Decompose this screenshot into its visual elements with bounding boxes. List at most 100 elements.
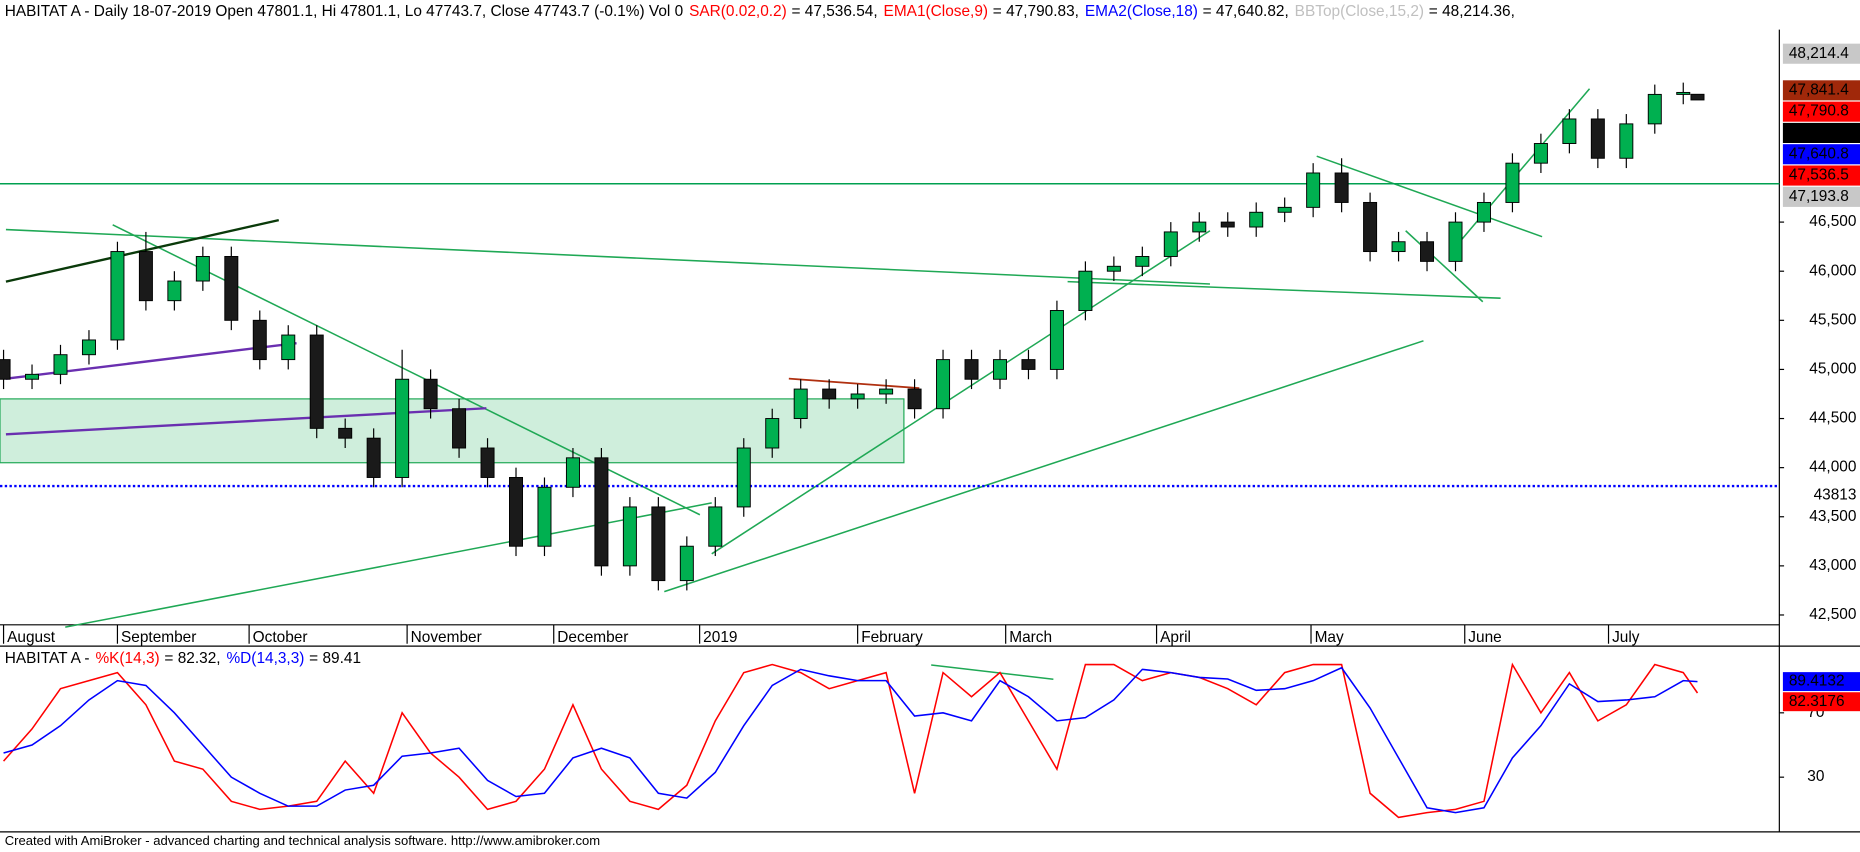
candle-body <box>338 427 353 439</box>
x-tick-label: December <box>557 629 628 646</box>
value-marker <box>1782 692 1860 712</box>
candle-body <box>1562 118 1577 144</box>
candle-body <box>1049 310 1064 370</box>
candle-body <box>964 359 979 380</box>
candle-body <box>1277 206 1292 213</box>
x-tick-label: October <box>253 629 308 646</box>
candle-body <box>395 378 410 478</box>
price-marker <box>1782 101 1860 122</box>
candle-body <box>1106 265 1121 272</box>
legend-text: = 47,640.82, <box>1203 3 1289 20</box>
x-tick-label: April <box>1160 629 1191 646</box>
candle-body <box>1135 255 1150 267</box>
candle-body <box>0 359 11 380</box>
candle-body <box>708 506 723 547</box>
legend: HABITAT A - %K(14,3) = 82.32, %D(14,3,3) = 8… <box>5 650 361 667</box>
price-marker <box>1782 165 1860 186</box>
candle-body <box>679 545 694 582</box>
y-tick-label: 42,500 <box>1809 606 1856 623</box>
x-tick-label: 2019 <box>703 629 737 646</box>
legend-text: = 47,536.54, <box>792 3 878 20</box>
candle-body <box>907 388 922 410</box>
candle-body <box>509 476 524 547</box>
price-marker-label: 48,214.4 <box>1789 45 1849 62</box>
series-line <box>3 666 1698 814</box>
trendline <box>5 228 1210 285</box>
price-marker <box>1782 186 1860 207</box>
candle-body <box>1590 118 1605 159</box>
x-tick-label: June <box>1468 629 1501 646</box>
legend-text: = 48,214.36, <box>1429 3 1515 20</box>
x-tick-label: July <box>1612 629 1640 646</box>
candle-body <box>936 359 951 410</box>
value-marker-label: 89.4132 <box>1789 673 1845 690</box>
trendline <box>5 218 280 283</box>
candle-body <box>992 359 1007 380</box>
trendline <box>1405 230 1484 303</box>
candle-body <box>480 447 495 478</box>
x-tick-label: November <box>411 629 482 646</box>
y-tick-label: 44,500 <box>1809 410 1856 427</box>
candle-body <box>138 251 153 302</box>
candle-body <box>793 388 808 420</box>
candle-body <box>1163 231 1178 257</box>
value-marker-label: 82.3176 <box>1789 693 1845 710</box>
candle-body <box>423 378 438 410</box>
candle-body <box>281 334 296 361</box>
price-marker <box>1782 80 1860 101</box>
legend-text: SAR(0.02,0.2) <box>689 3 787 20</box>
candle-body <box>25 373 40 380</box>
y-tick-label: 45,500 <box>1809 311 1856 328</box>
price-marker-label: 47,790.8 <box>1789 103 1849 120</box>
x-tick-label: May <box>1315 629 1344 646</box>
trendline <box>664 340 1424 593</box>
y-tick-label: 43,000 <box>1809 557 1856 574</box>
price-marker-label: 47,743.7 <box>1789 124 1849 141</box>
legend-text: EMA2(Close,18) <box>1085 3 1198 20</box>
value-marker <box>1782 672 1860 692</box>
candle-body <box>879 388 894 395</box>
legend-text: = 82.32, <box>164 650 220 667</box>
x-tick-label: September <box>121 629 196 646</box>
y-tick-label: 43,500 <box>1809 508 1856 525</box>
legend-text: HABITAT A - <box>5 650 90 667</box>
price-marker-label: 47,536.5 <box>1789 167 1849 184</box>
legend-text: HABITAT A - Daily 18-07-2019 Open 47801.… <box>5 3 683 20</box>
legend-text: EMA1(Close,9) <box>884 3 988 20</box>
candle-body <box>452 408 467 449</box>
candle-body <box>53 354 68 375</box>
candle-body <box>1420 241 1435 262</box>
candle-body <box>1249 211 1264 228</box>
price-marker-label: 47,640.8 <box>1789 145 1849 162</box>
price-marker <box>1782 43 1860 64</box>
candle-body <box>1306 172 1321 208</box>
candle-body <box>1448 221 1463 262</box>
line-label: 43813 <box>1814 487 1857 504</box>
candle-body <box>1391 241 1406 253</box>
candle-body <box>651 506 666 582</box>
y-tick-label: 45,000 <box>1809 360 1856 377</box>
candle-body <box>1476 201 1491 223</box>
candle-body <box>1647 93 1662 125</box>
trendline <box>1067 280 1501 299</box>
legend-text: %K(14,3) <box>95 650 159 667</box>
trendline <box>788 377 920 390</box>
candle-body <box>822 388 837 400</box>
candle-body <box>252 319 267 361</box>
legend-text: = 47,790.83, <box>993 3 1079 20</box>
trendline <box>1316 155 1543 238</box>
candle-body <box>1220 221 1235 228</box>
footer: Created with AmiBroker - advanced charti… <box>5 833 600 848</box>
candle-body <box>167 280 182 302</box>
candle-body <box>622 506 637 567</box>
candle-body <box>594 457 609 567</box>
candle-body <box>1676 91 1691 95</box>
candle-body <box>1334 172 1349 203</box>
y-tick-label: 46,000 <box>1809 262 1856 279</box>
candle-body <box>1078 270 1093 311</box>
candle-body <box>110 251 125 341</box>
candle-body <box>195 255 210 282</box>
candle-body <box>1690 93 1705 101</box>
x-tick-label: February <box>861 629 923 646</box>
